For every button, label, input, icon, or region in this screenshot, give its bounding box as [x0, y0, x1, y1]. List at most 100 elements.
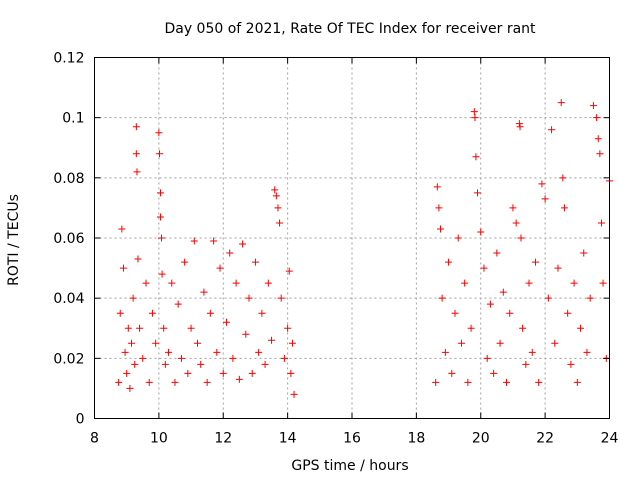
data-point — [432, 378, 440, 386]
data-point — [126, 384, 134, 392]
data-point — [525, 279, 533, 287]
data-point — [226, 249, 234, 257]
data-point — [559, 174, 567, 182]
y-tick-label: 0.08 — [53, 171, 84, 187]
data-point — [128, 339, 136, 347]
data-point — [583, 348, 591, 356]
data-point — [181, 258, 189, 266]
data-point — [155, 129, 163, 137]
data-point — [285, 267, 293, 275]
data-point — [287, 369, 295, 377]
data-point — [245, 294, 253, 302]
data-point — [157, 234, 165, 242]
data-point — [548, 126, 556, 134]
data-point — [472, 153, 480, 161]
data-point — [206, 309, 214, 317]
data-point — [515, 120, 523, 128]
data-point — [437, 225, 445, 233]
data-point — [593, 114, 601, 122]
data-point — [121, 348, 129, 356]
data-point — [258, 309, 266, 317]
data-point — [194, 339, 201, 347]
data-point — [457, 339, 465, 347]
x-axis-label: GPS time / hours — [291, 458, 408, 474]
data-point — [156, 150, 164, 158]
data-point — [124, 324, 132, 332]
data-point — [187, 324, 195, 332]
data-point — [251, 258, 259, 266]
data-point — [165, 348, 173, 356]
data-point — [499, 288, 507, 296]
data-point — [168, 279, 176, 287]
data-point — [216, 264, 224, 272]
data-point — [531, 258, 539, 266]
data-point — [535, 378, 543, 386]
y-axis-label: ROTI / TECUs — [6, 194, 22, 286]
data-point — [148, 309, 156, 317]
data-point — [454, 234, 462, 242]
data-point — [570, 279, 578, 287]
x-tick-label: 18 — [407, 431, 425, 447]
data-point — [136, 324, 144, 332]
data-point — [222, 318, 230, 326]
data-point — [134, 255, 142, 263]
data-point — [248, 369, 256, 377]
x-tick-label: 20 — [472, 431, 490, 447]
data-point — [174, 300, 182, 308]
data-point — [474, 189, 482, 197]
data-point — [594, 135, 602, 143]
chart-title: Day 050 of 2021, Rate Of TEC Index for r… — [164, 21, 536, 37]
data-point — [445, 258, 453, 266]
data-point — [597, 219, 605, 227]
data-point — [160, 324, 168, 332]
y-tick-label: 0.02 — [53, 351, 84, 367]
x-tick-label: 10 — [150, 431, 168, 447]
data-point — [516, 123, 524, 131]
data-point — [528, 348, 536, 356]
data-point — [573, 378, 581, 386]
data-point — [557, 99, 565, 107]
x-tick-labels: 8 10 12 14 16 18 20 22 24 — [90, 431, 618, 447]
y-tick-label: 0.1 — [62, 111, 84, 127]
data-point — [596, 150, 604, 158]
data-point — [239, 240, 247, 248]
data-point — [517, 234, 525, 242]
x-tick-label: 12 — [214, 431, 232, 447]
data-point — [580, 249, 588, 257]
data-point — [509, 204, 517, 212]
data-point — [268, 336, 276, 344]
data-point — [470, 108, 478, 116]
data-point — [464, 378, 472, 386]
data-point — [490, 369, 498, 377]
data-point — [567, 360, 575, 368]
data-point — [503, 378, 510, 386]
data-point — [123, 369, 131, 377]
data-point — [161, 360, 169, 368]
grid-lines — [94, 57, 610, 419]
data-point — [554, 264, 562, 272]
data-point — [184, 369, 192, 377]
data-point — [274, 204, 282, 212]
data-point — [271, 186, 279, 194]
data-point — [145, 378, 153, 386]
data-point — [288, 339, 296, 347]
data-point — [131, 360, 139, 368]
x-tick-label: 22 — [536, 431, 554, 447]
data-point — [116, 309, 124, 317]
x-tick-label: 16 — [343, 431, 361, 447]
data-point — [541, 195, 549, 203]
data-point — [467, 324, 475, 332]
x-tick-label: 24 — [601, 431, 619, 447]
data-point — [272, 192, 280, 200]
data-point — [486, 300, 494, 308]
data-point — [142, 279, 150, 287]
data-point — [219, 369, 227, 377]
series-1 — [115, 123, 298, 398]
data-point — [158, 270, 166, 278]
data-point — [522, 360, 530, 368]
data-points — [115, 99, 613, 398]
data-point — [599, 279, 607, 287]
data-point — [156, 189, 164, 197]
data-point — [255, 348, 263, 356]
data-point — [433, 183, 441, 191]
